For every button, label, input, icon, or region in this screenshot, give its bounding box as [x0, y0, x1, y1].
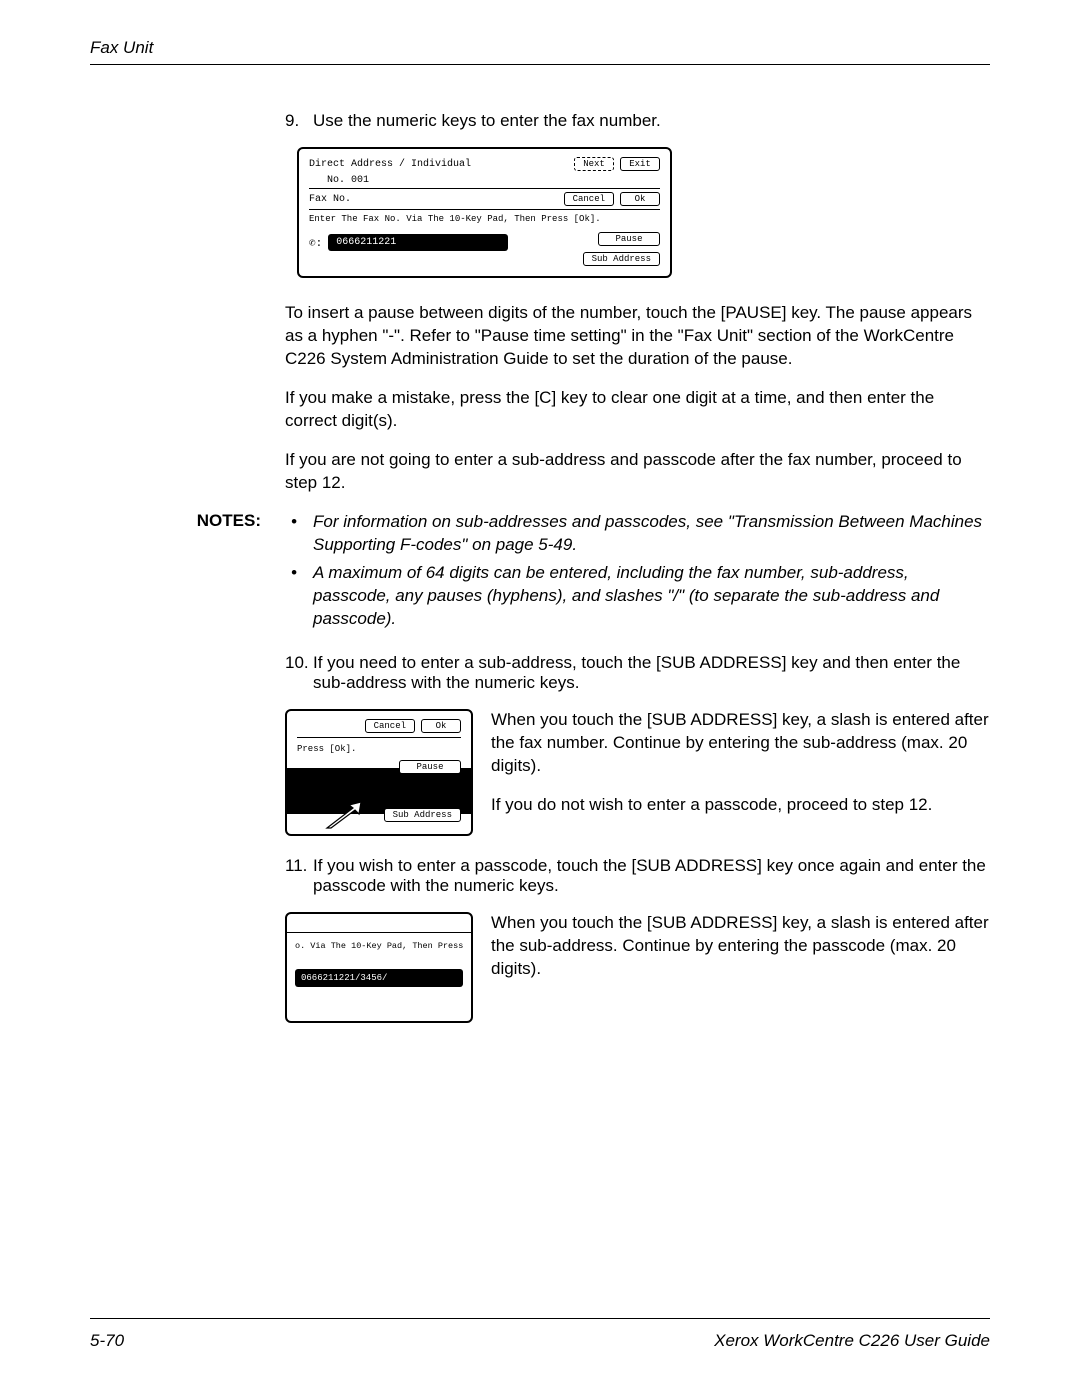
next-button[interactable]: Next — [574, 157, 614, 171]
paragraph: If you make a mistake, press the [C] key… — [285, 387, 990, 433]
page-header: Fax Unit — [90, 38, 990, 65]
guide-title: Xerox WorkCentre C226 User Guide — [714, 1331, 990, 1351]
paragraph: If you do not wish to enter a passcode, … — [491, 794, 990, 817]
fax-number-field[interactable]: 0666211221 — [328, 234, 508, 251]
fax-no-label: Fax No. — [309, 194, 351, 205]
note-item: For information on sub-addresses and pas… — [285, 511, 990, 557]
step-text: If you wish to enter a passcode, touch t… — [313, 856, 990, 896]
fax-number-field[interactable]: 0666211221/3456/ — [295, 969, 463, 987]
fax-entry-dialog: Direct Address / Individual Next Exit No… — [297, 147, 672, 278]
ok-button[interactable]: Ok — [421, 719, 461, 733]
instruction-text: o. Via The 10-Key Pad, Then Press [Ok — [295, 941, 463, 951]
entry-number: No. 001 — [327, 175, 660, 186]
step-number: 11. — [285, 856, 313, 896]
phone-icon: ✆: — [309, 236, 322, 250]
page-footer: 5-70 Xerox WorkCentre C226 User Guide — [90, 1318, 990, 1351]
press-ok-text: Press [Ok]. — [297, 744, 461, 754]
page-number: 5-70 — [90, 1331, 124, 1351]
paragraph: When you touch the [SUB ADDRESS] key, a … — [491, 912, 990, 981]
exit-button[interactable]: Exit — [620, 157, 660, 171]
step-number: 9. — [285, 111, 313, 131]
pause-button[interactable]: Pause — [598, 232, 660, 246]
cancel-button[interactable]: Cancel — [365, 719, 415, 733]
sub-address-dialog: Cancel Ok Press [Ok]. Pause Sub Address — [285, 709, 473, 836]
paragraph: When you touch the [SUB ADDRESS] key, a … — [491, 709, 990, 778]
dialog-title: Direct Address / Individual — [309, 159, 471, 170]
notes-label: NOTES: — [90, 511, 285, 638]
instruction-text: Enter The Fax No. Via The 10-Key Pad, Th… — [309, 214, 660, 224]
step-text: Use the numeric keys to enter the fax nu… — [313, 111, 990, 131]
step-11: 11. If you wish to enter a passcode, tou… — [285, 856, 990, 896]
pointer-arrow-icon — [325, 802, 361, 830]
ok-button[interactable]: Ok — [620, 192, 660, 206]
cancel-button[interactable]: Cancel — [564, 192, 614, 206]
passcode-dialog: o. Via The 10-Key Pad, Then Press [Ok 06… — [285, 912, 473, 1023]
note-item: A maximum of 64 digits can be entered, i… — [285, 562, 990, 631]
pause-button[interactable]: Pause — [399, 760, 461, 774]
step-9: 9. Use the numeric keys to enter the fax… — [285, 111, 990, 131]
step-number: 10. — [285, 653, 313, 693]
step-10: 10. If you need to enter a sub-address, … — [285, 653, 990, 693]
paragraph: To insert a pause between digits of the … — [285, 302, 990, 371]
paragraph: If you are not going to enter a sub-addr… — [285, 449, 990, 495]
sub-address-button[interactable]: Sub Address — [583, 252, 660, 266]
step-text: If you need to enter a sub-address, touc… — [313, 653, 990, 693]
